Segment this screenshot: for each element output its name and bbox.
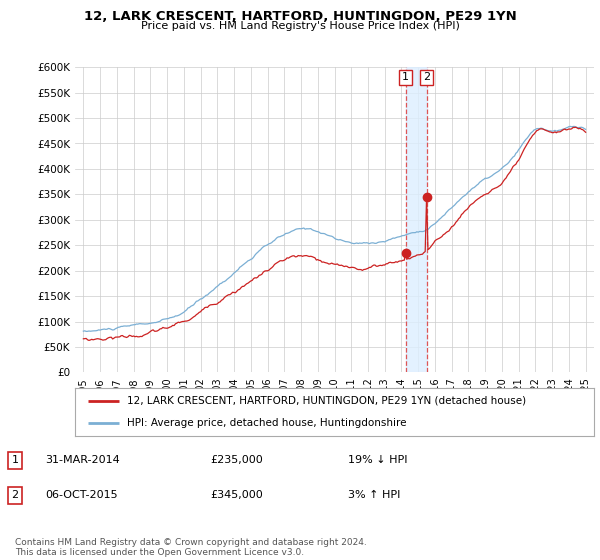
Text: Contains HM Land Registry data © Crown copyright and database right 2024.
This d: Contains HM Land Registry data © Crown c… <box>15 538 367 557</box>
Text: 06-OCT-2015: 06-OCT-2015 <box>45 490 118 500</box>
Text: £345,000: £345,000 <box>210 490 263 500</box>
Text: 31-MAR-2014: 31-MAR-2014 <box>45 455 120 465</box>
Text: 3% ↑ HPI: 3% ↑ HPI <box>348 490 400 500</box>
Text: 1: 1 <box>402 72 409 82</box>
Bar <box>406 67 427 372</box>
Text: 2: 2 <box>11 490 19 500</box>
Text: 19% ↓ HPI: 19% ↓ HPI <box>348 455 407 465</box>
Text: 12, LARK CRESCENT, HARTFORD, HUNTINGDON, PE29 1YN: 12, LARK CRESCENT, HARTFORD, HUNTINGDON,… <box>83 10 517 23</box>
Text: Price paid vs. HM Land Registry's House Price Index (HPI): Price paid vs. HM Land Registry's House … <box>140 21 460 31</box>
Text: HPI: Average price, detached house, Huntingdonshire: HPI: Average price, detached house, Hunt… <box>127 418 406 428</box>
Text: £235,000: £235,000 <box>210 455 263 465</box>
Text: 12, LARK CRESCENT, HARTFORD, HUNTINGDON, PE29 1YN (detached house): 12, LARK CRESCENT, HARTFORD, HUNTINGDON,… <box>127 396 526 406</box>
Text: 1: 1 <box>11 455 19 465</box>
Text: 2: 2 <box>423 72 430 82</box>
